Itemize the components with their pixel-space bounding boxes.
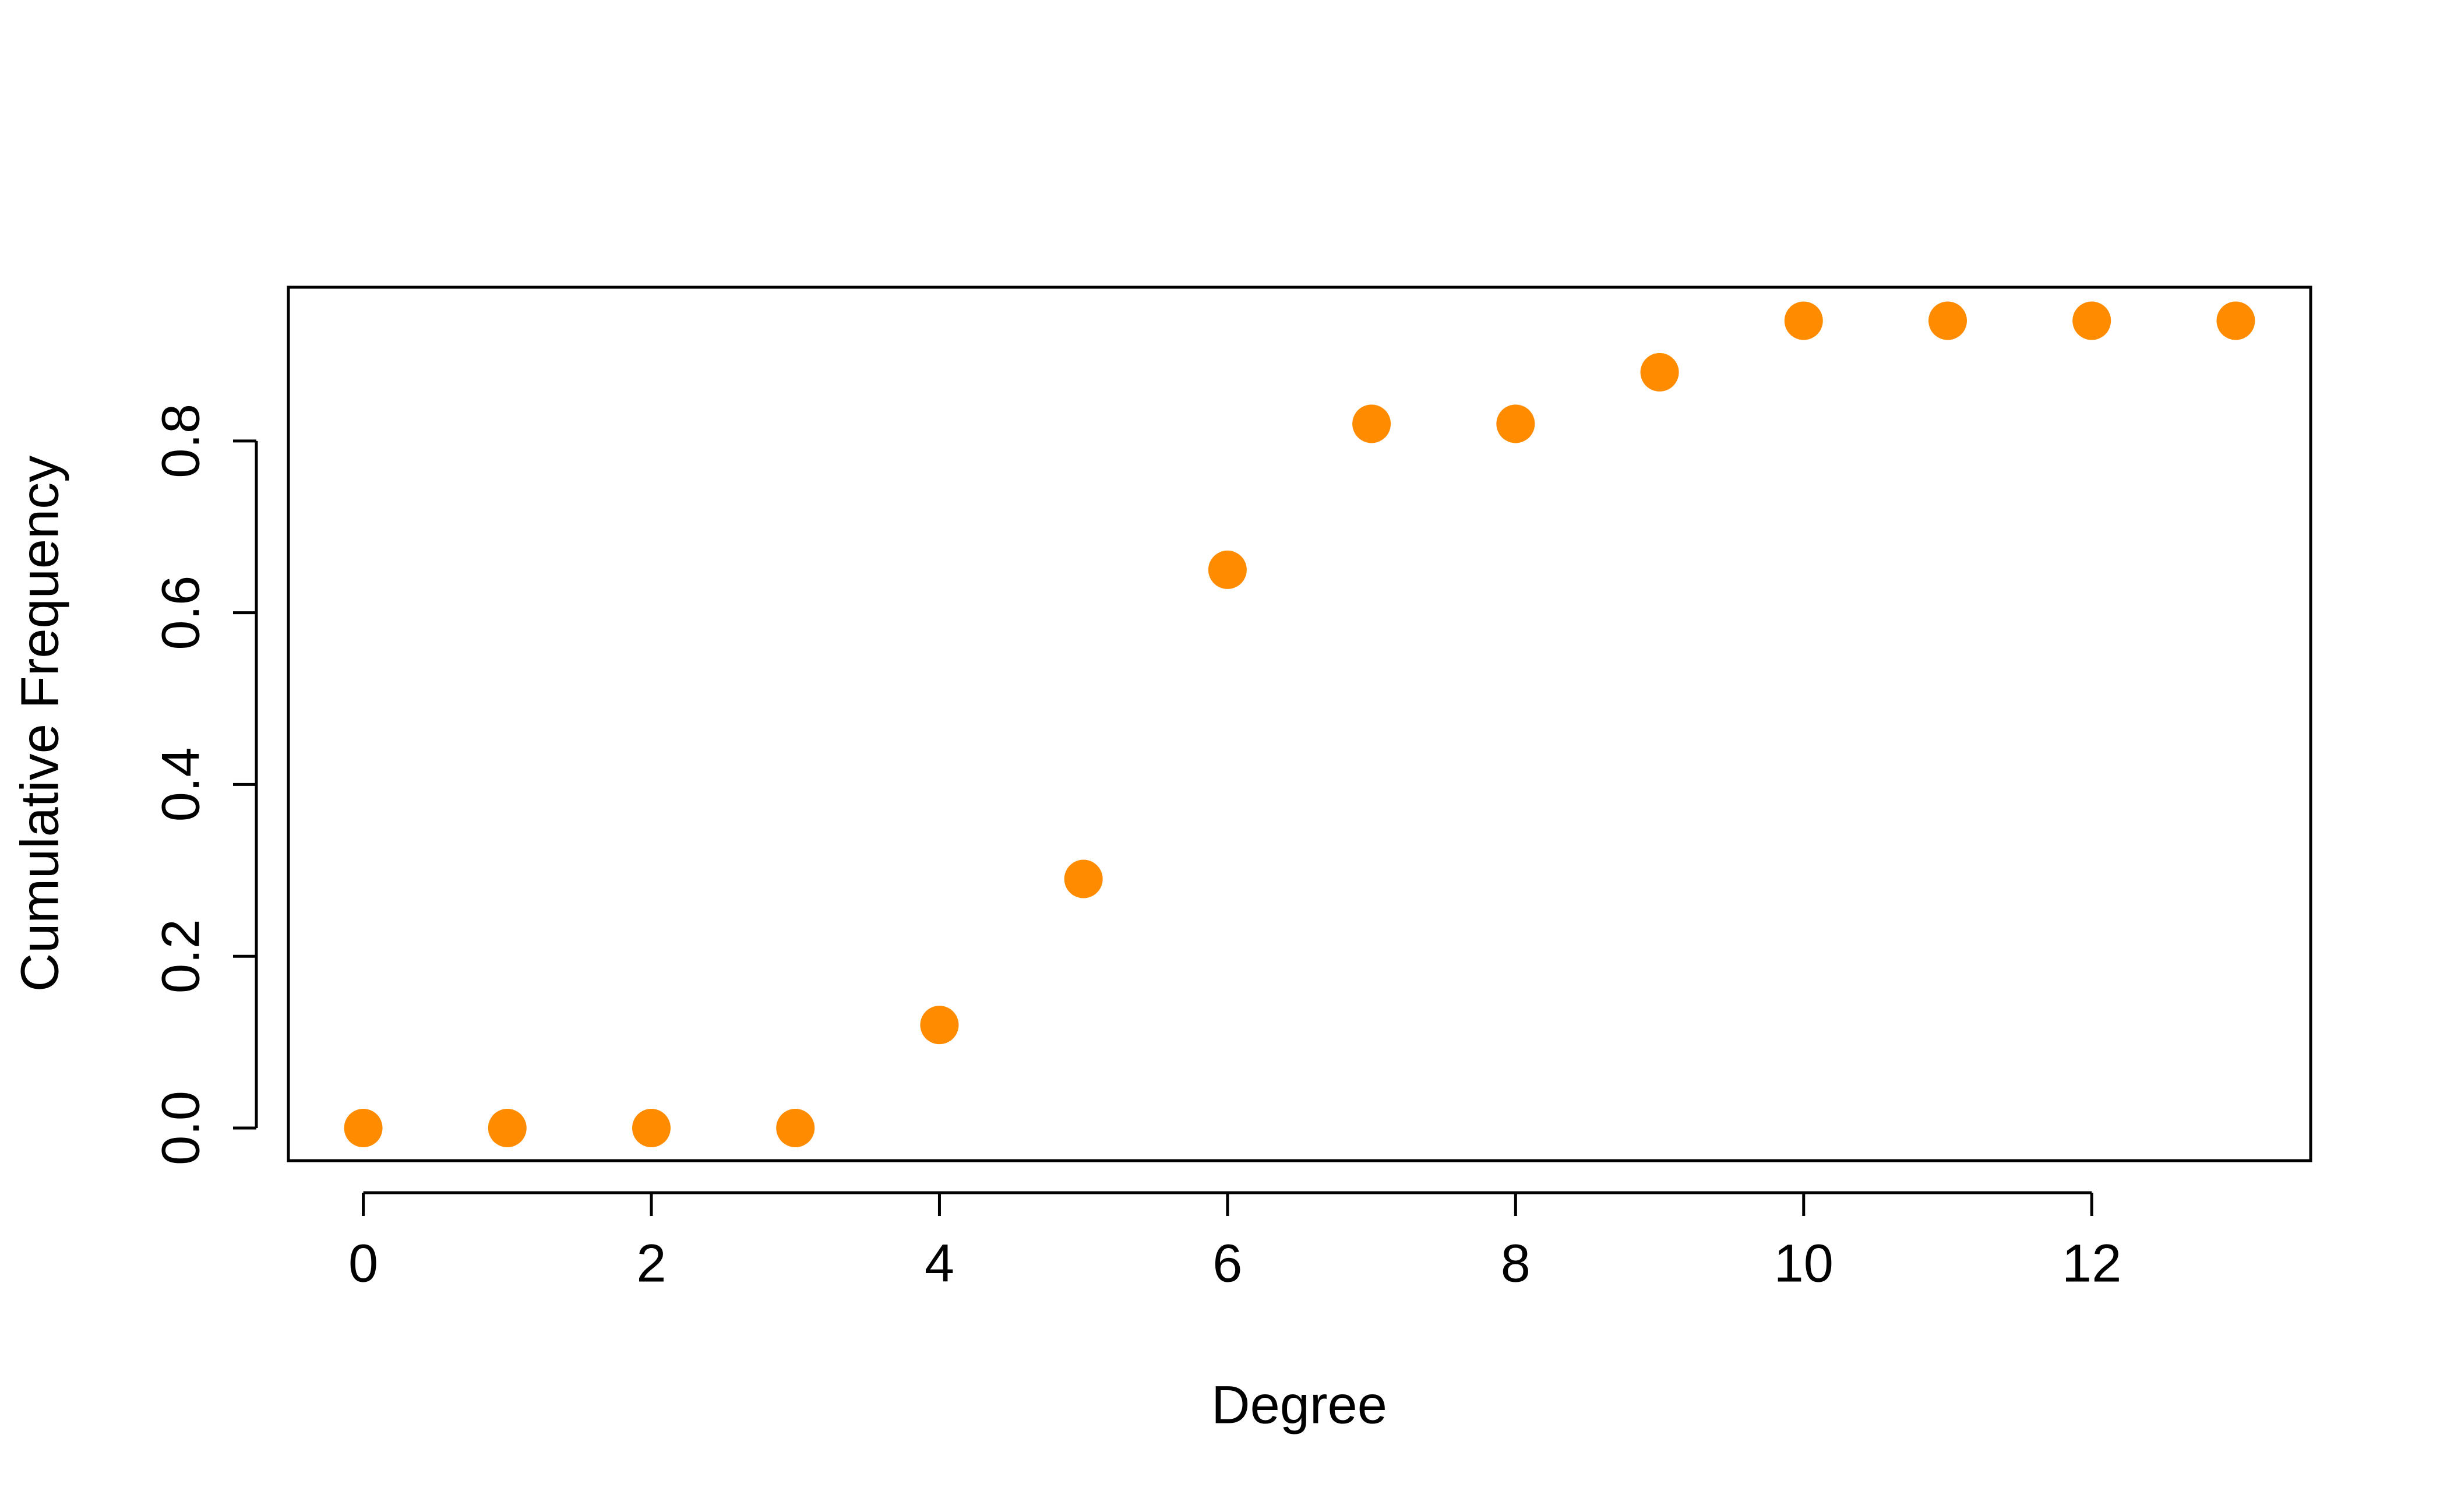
point <box>1640 353 1679 392</box>
x-tick-label: 10 <box>1774 1233 1834 1293</box>
x-tick-label: 8 <box>1501 1233 1531 1293</box>
y-tick-label: 0.2 <box>151 919 210 993</box>
y-axis-label: Cumulative Frequency <box>10 456 69 992</box>
plot-frame <box>287 286 2312 1162</box>
point <box>1784 301 1823 340</box>
x-tick-label: 4 <box>925 1233 954 1293</box>
point <box>1064 859 1103 898</box>
y-tick-label: 0.0 <box>151 1091 210 1165</box>
x-tick-label: 0 <box>348 1233 378 1293</box>
point <box>2072 301 2111 340</box>
point <box>1208 550 1247 589</box>
point <box>632 1108 671 1147</box>
x-tick-label: 12 <box>2062 1233 2121 1293</box>
y-tick-label: 0.6 <box>151 576 210 650</box>
point <box>776 1108 815 1147</box>
point <box>344 1108 383 1147</box>
point <box>1928 301 1967 340</box>
point <box>2216 301 2255 340</box>
y-tick-label: 0.4 <box>151 747 210 822</box>
point <box>1352 404 1391 443</box>
x-tick-label: 2 <box>636 1233 666 1293</box>
point <box>1496 404 1535 443</box>
x-tick-label: 6 <box>1212 1233 1242 1293</box>
y-tick-label: 0.8 <box>151 404 210 478</box>
x-axis-label: Degree <box>1211 1375 1387 1435</box>
point <box>488 1108 527 1147</box>
point <box>920 1006 959 1045</box>
